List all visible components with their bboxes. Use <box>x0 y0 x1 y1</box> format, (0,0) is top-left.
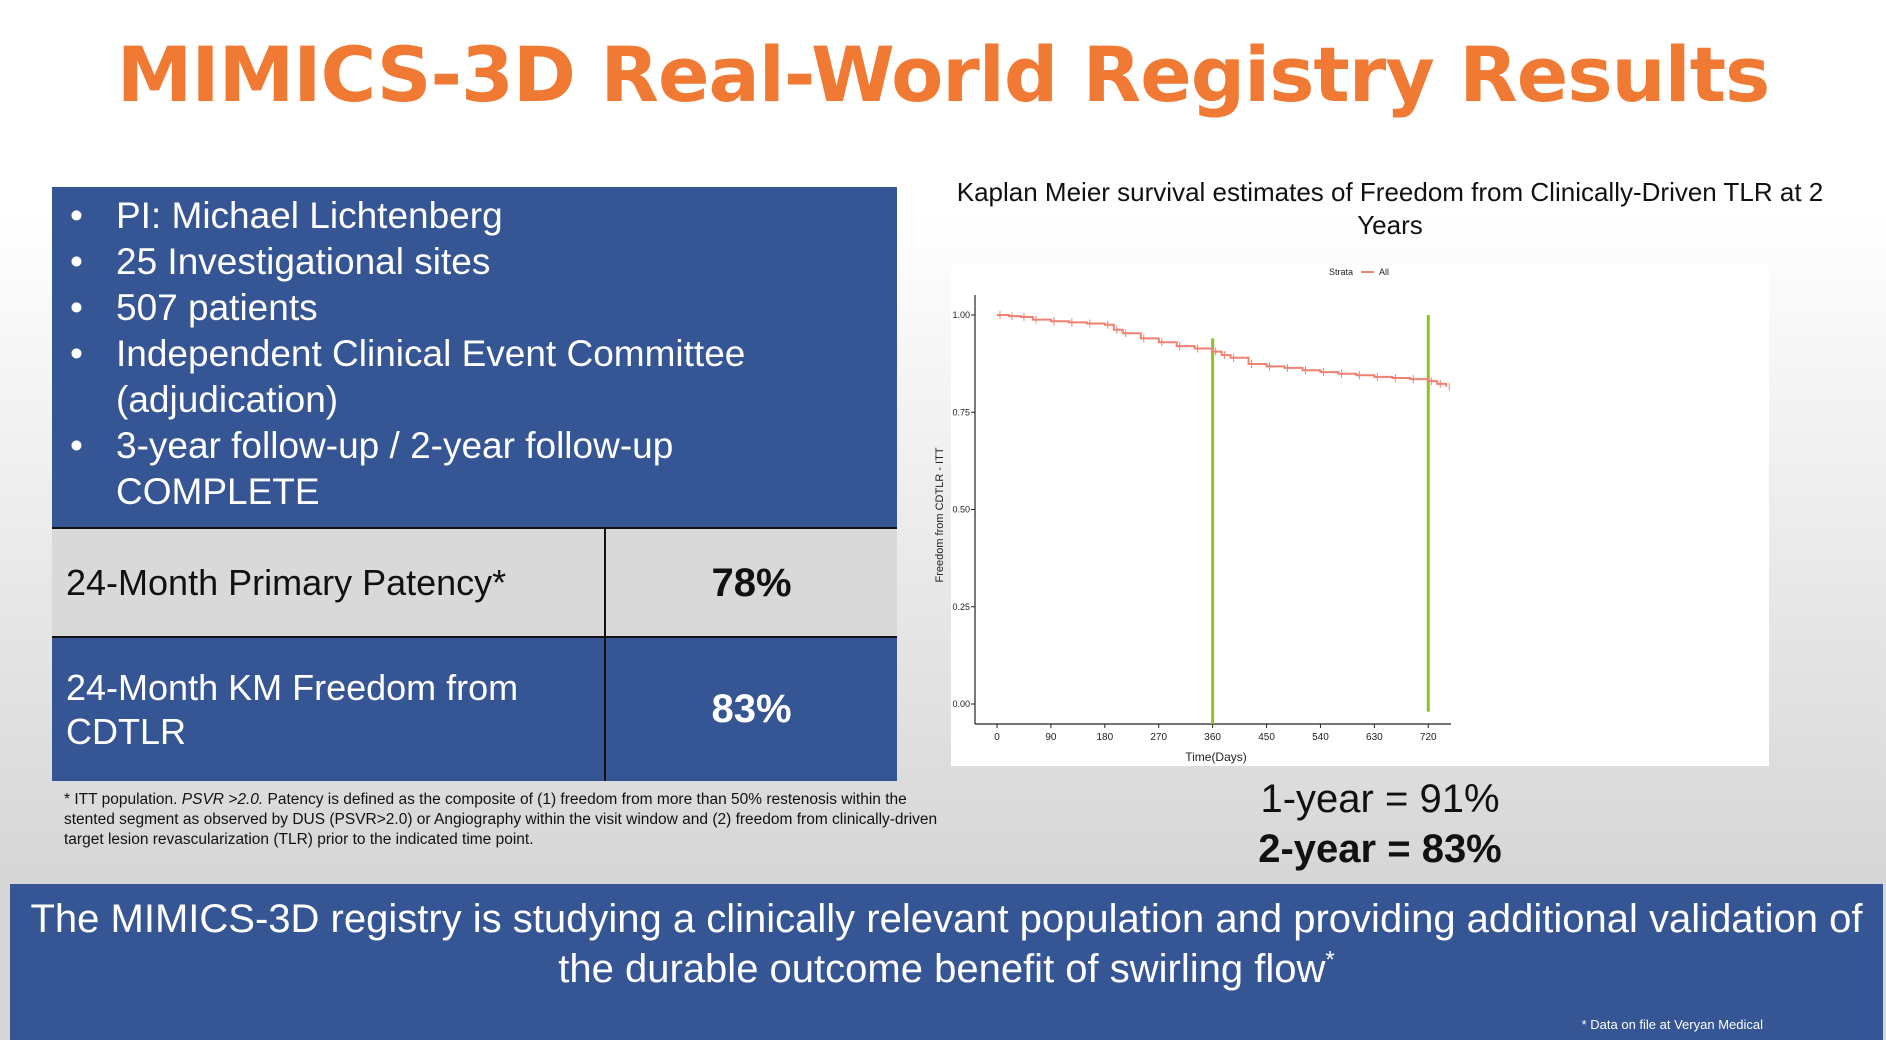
footnote: * ITT population. PSVR >2.0. Patency is … <box>64 790 944 850</box>
y-tick-label: 0.00 <box>952 699 970 709</box>
km-chart-svg: Strata All Time(Days) Freedom from CDTLR… <box>934 267 1451 764</box>
row-value: 78% <box>711 560 792 605</box>
bullet-sites: 25 Investigational sites <box>64 239 887 285</box>
x-tick-label: 270 <box>1150 732 1167 743</box>
row-label: 24-Month Primary Patency* <box>52 529 606 637</box>
y-tick-label: 0.50 <box>952 505 970 515</box>
x-tick-label: 0 <box>994 732 1000 743</box>
x-tick-label: 630 <box>1366 732 1383 743</box>
footnote-prefix: * ITT population. <box>64 791 182 808</box>
one-year-result: 1-year = 91% <box>1260 777 1500 821</box>
y-axis-label: Freedom from CDTLR - ITT <box>934 447 946 582</box>
slide-title: MIMICS-3D Real-World Registry Results <box>116 30 1771 119</box>
bullet-cec: Independent Clinical Event Committee (ad… <box>64 331 887 423</box>
legend-entry: All <box>1379 267 1389 277</box>
km-curve <box>997 314 1448 387</box>
x-axis-label: Time(Days) <box>1185 750 1247 764</box>
x-tick-label: 540 <box>1312 732 1329 743</box>
row-value: 83% <box>711 687 792 731</box>
km-chart: Strata All Time(Days) Freedom from CDTLR… <box>934 265 1769 766</box>
conclusion-banner: The MIMICS-3D registry is studying a cli… <box>10 884 1883 1040</box>
banner-note: * Data on file at Veryan Medical <box>1581 1017 1763 1032</box>
legend-title: Strata <box>1329 267 1353 277</box>
x-tick-label: 450 <box>1258 732 1275 743</box>
banner-text: The MIMICS-3D registry is studying a cli… <box>30 897 1863 991</box>
bullet-pi: PI: Michael Lichtenberg <box>64 193 887 239</box>
y-tick-label: 0.25 <box>952 602 970 612</box>
bullet-patients: 507 patients <box>64 285 887 331</box>
study-info-box: PI: Michael Lichtenberg 25 Investigation… <box>52 187 897 527</box>
x-tick-label: 90 <box>1045 732 1057 743</box>
table-row: 24-Month Primary Patency* 78% <box>52 527 897 637</box>
footnote-text: Patency is defined as the composite of (… <box>64 791 938 848</box>
y-tick-label: 1.00 <box>952 310 970 320</box>
two-year-result: 2-year = 83% <box>1258 827 1502 871</box>
banner-sup: * <box>1325 946 1335 974</box>
bullet-followup: 3-year follow-up / 2-year follow-up COMP… <box>64 423 887 515</box>
x-tick-label: 180 <box>1096 732 1113 743</box>
chart-title: Kaplan Meier survival estimates of Freed… <box>956 177 1824 240</box>
x-tick-label: 720 <box>1420 732 1437 743</box>
y-tick-label: 0.75 <box>952 407 970 417</box>
table-row: 24-Month KM Freedom from CDTLR 83% <box>52 636 897 781</box>
footnote-italic: PSVR >2.0. <box>181 791 264 808</box>
row-label: 24-Month KM Freedom from CDTLR <box>52 638 606 781</box>
x-tick-label: 360 <box>1204 732 1221 743</box>
